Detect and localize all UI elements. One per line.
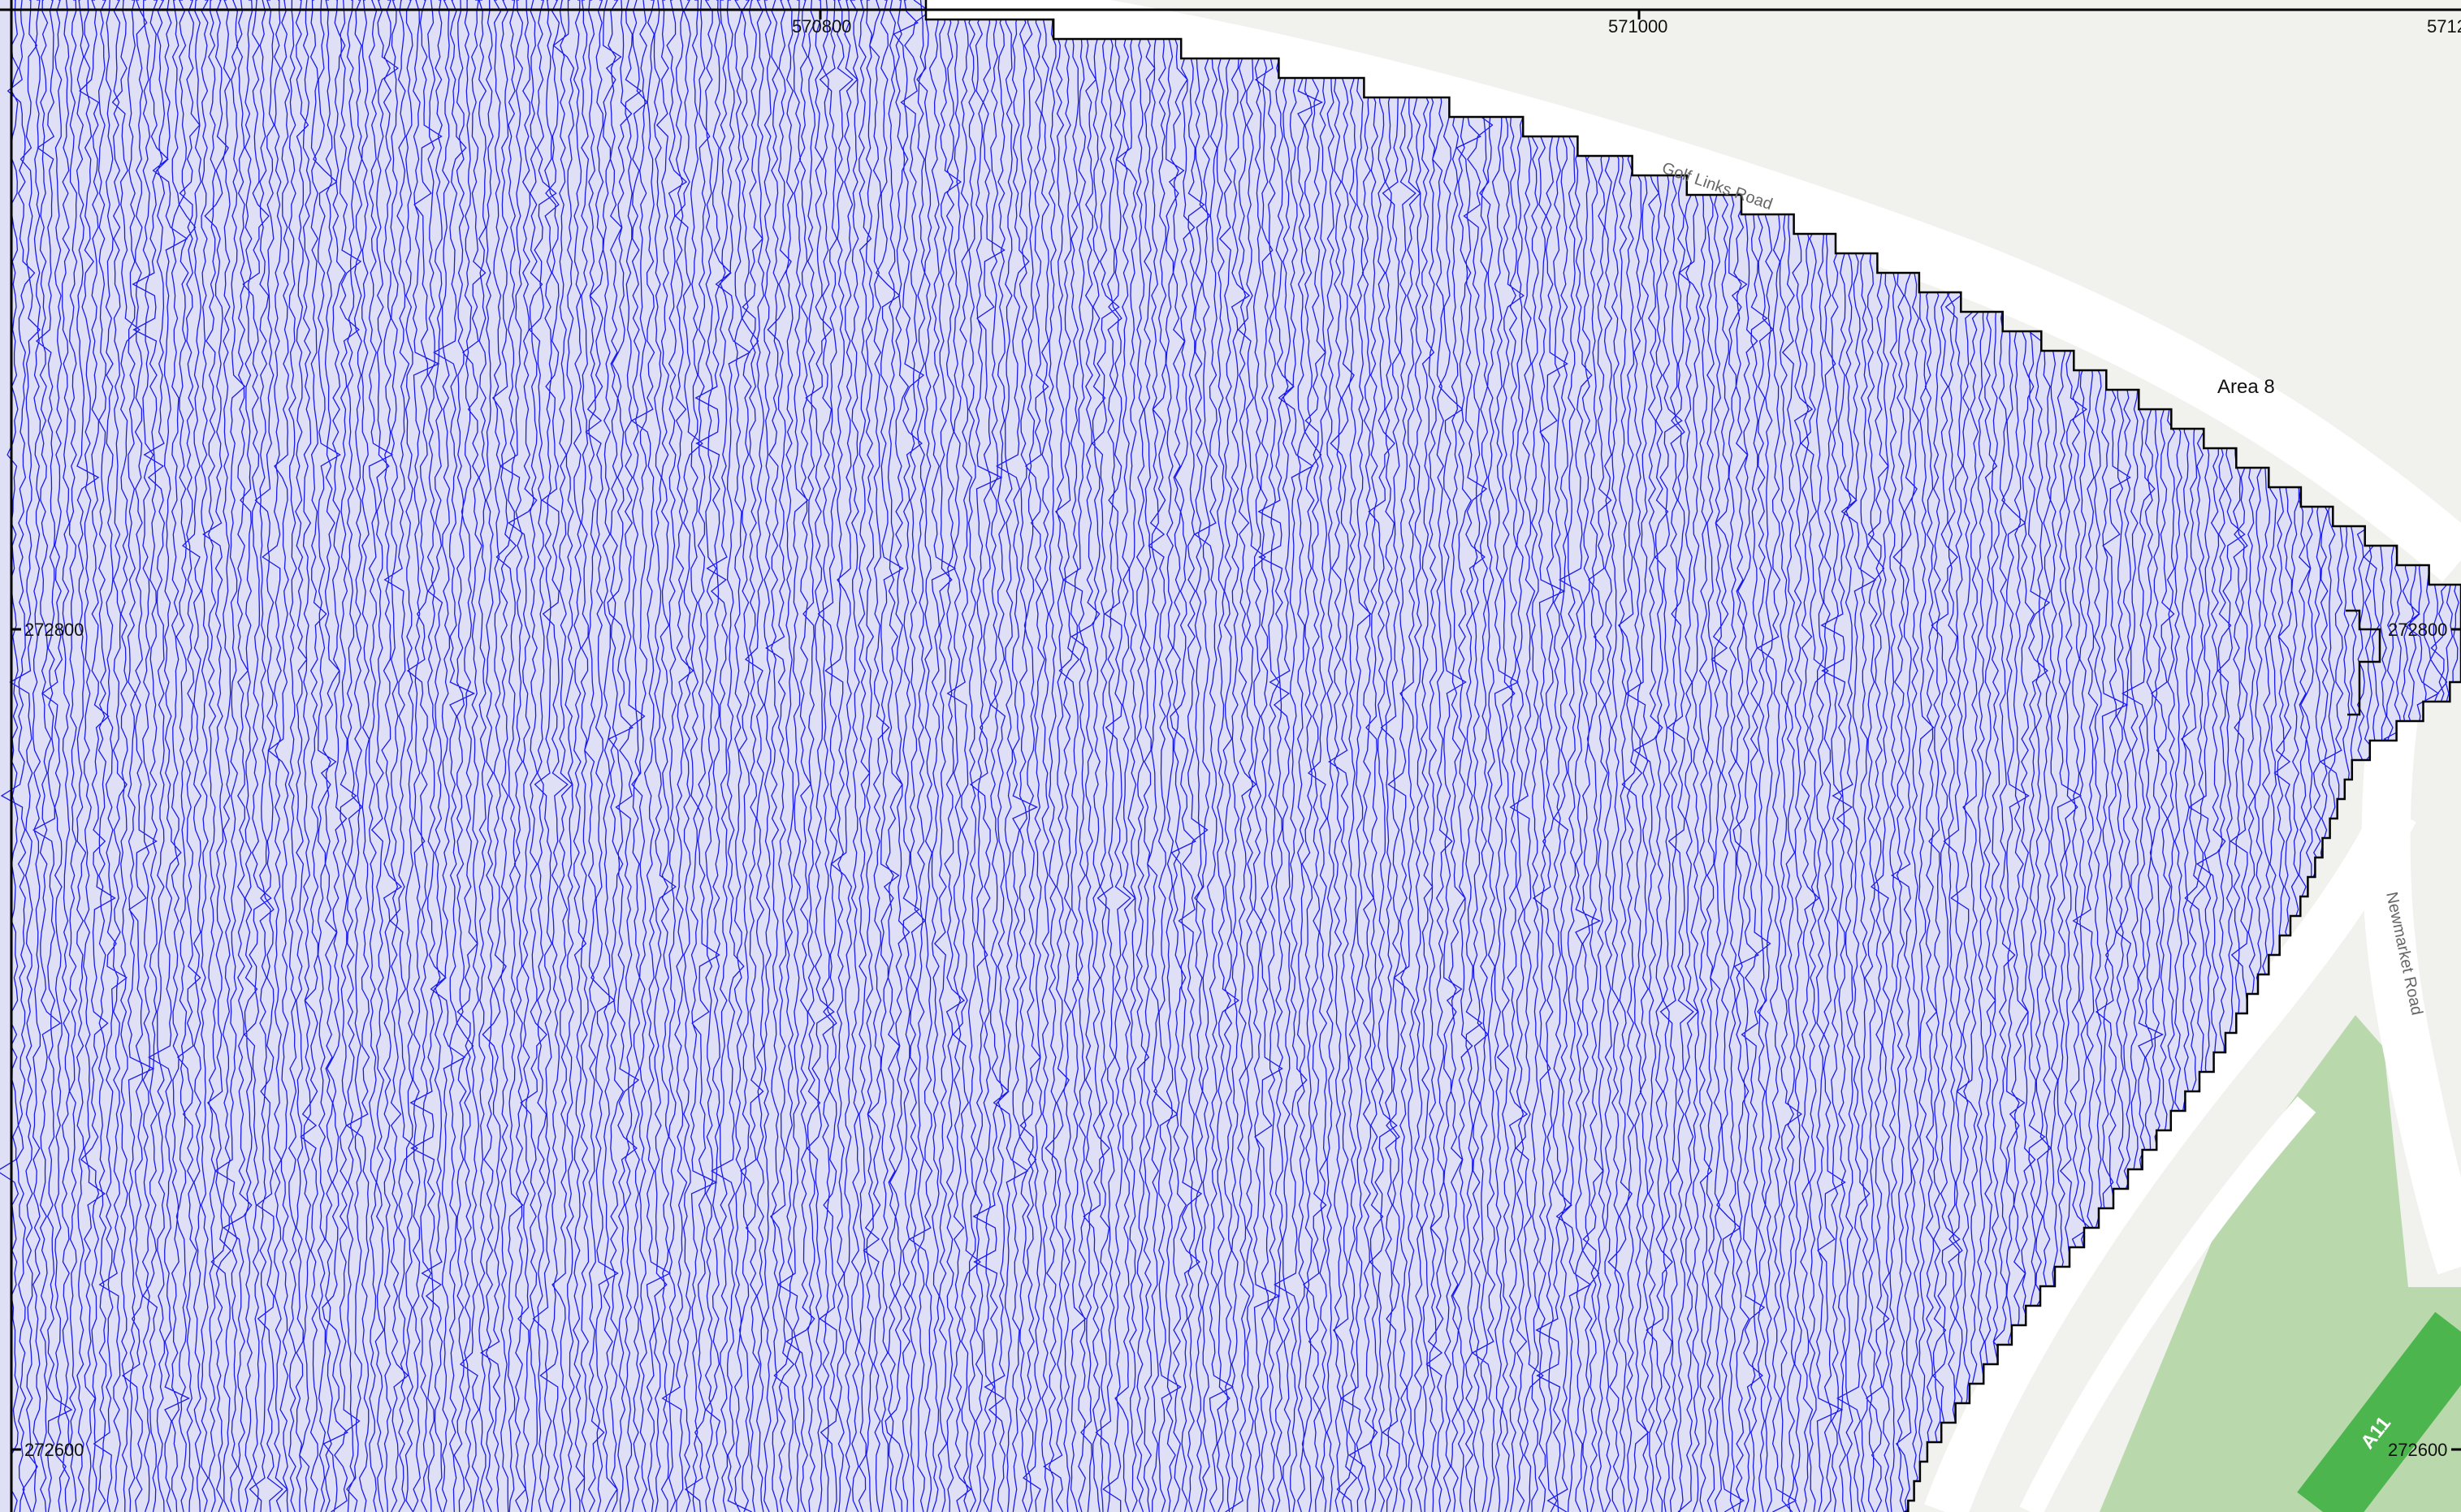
easting-label-571000: 571000: [1608, 16, 1667, 37]
green-field: [2100, 1015, 2461, 1512]
northing-label-272600-right: 272600: [2388, 1440, 2447, 1460]
link-road: [2019, 1096, 2316, 1512]
easting-label-570800: 570800: [792, 16, 851, 37]
northing-label-272800-left: 272800: [24, 620, 84, 640]
survey-boundary: [924, 0, 2461, 1512]
slip-road: [1924, 801, 2416, 1512]
a11-road: [2297, 1311, 2461, 1512]
boundary-notch: [2346, 609, 2381, 716]
northing-label-272600-left: 272600: [24, 1440, 84, 1460]
newmarket-road: [2361, 694, 2461, 1275]
golf-links-road: [906, 0, 2461, 582]
area-label: Area 8: [2217, 376, 2275, 398]
northing-label-272800-right: 272800: [2388, 620, 2447, 640]
